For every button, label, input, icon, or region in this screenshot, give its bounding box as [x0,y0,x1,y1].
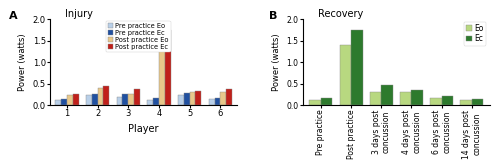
Bar [128,94,134,105]
Y-axis label: Power (watts): Power (watts) [272,34,281,91]
Bar [196,91,202,105]
Bar [153,98,159,105]
Bar [430,98,442,105]
Bar [134,89,140,105]
Legend: Pre practice Eo, Pre practice Ec, Post practice Eo, Post practice Ec: Pre practice Eo, Pre practice Ec, Post p… [106,21,170,52]
Bar [72,94,78,105]
Bar [214,98,220,105]
Text: Injury: Injury [65,9,93,19]
Bar [55,100,61,105]
Bar [472,99,484,105]
Bar [122,94,128,105]
Bar [92,94,98,105]
Text: A: A [9,11,18,21]
Bar [190,92,196,105]
Bar [321,98,332,105]
Text: Recovery: Recovery [318,9,363,19]
Bar [382,85,393,105]
Bar [98,88,103,105]
Bar [159,45,165,105]
Bar [61,99,67,105]
Bar [226,89,232,105]
Bar [442,96,453,105]
Bar [412,90,423,105]
Text: B: B [269,11,278,21]
Bar [86,95,92,105]
Bar [340,45,351,105]
Bar [165,30,170,105]
Bar [67,95,72,105]
Legend: Eo, Ec: Eo, Ec [464,22,486,46]
Bar [460,100,472,105]
Bar [370,92,382,105]
Bar [351,30,362,105]
Bar [400,92,411,105]
Bar [148,100,153,105]
Bar [310,100,321,105]
Bar [184,93,190,105]
Bar [220,92,226,105]
X-axis label: Player: Player [128,124,159,134]
Bar [208,99,214,105]
Bar [116,97,122,105]
Bar [104,86,109,105]
Bar [178,95,184,105]
Y-axis label: Power (watts): Power (watts) [18,34,27,91]
